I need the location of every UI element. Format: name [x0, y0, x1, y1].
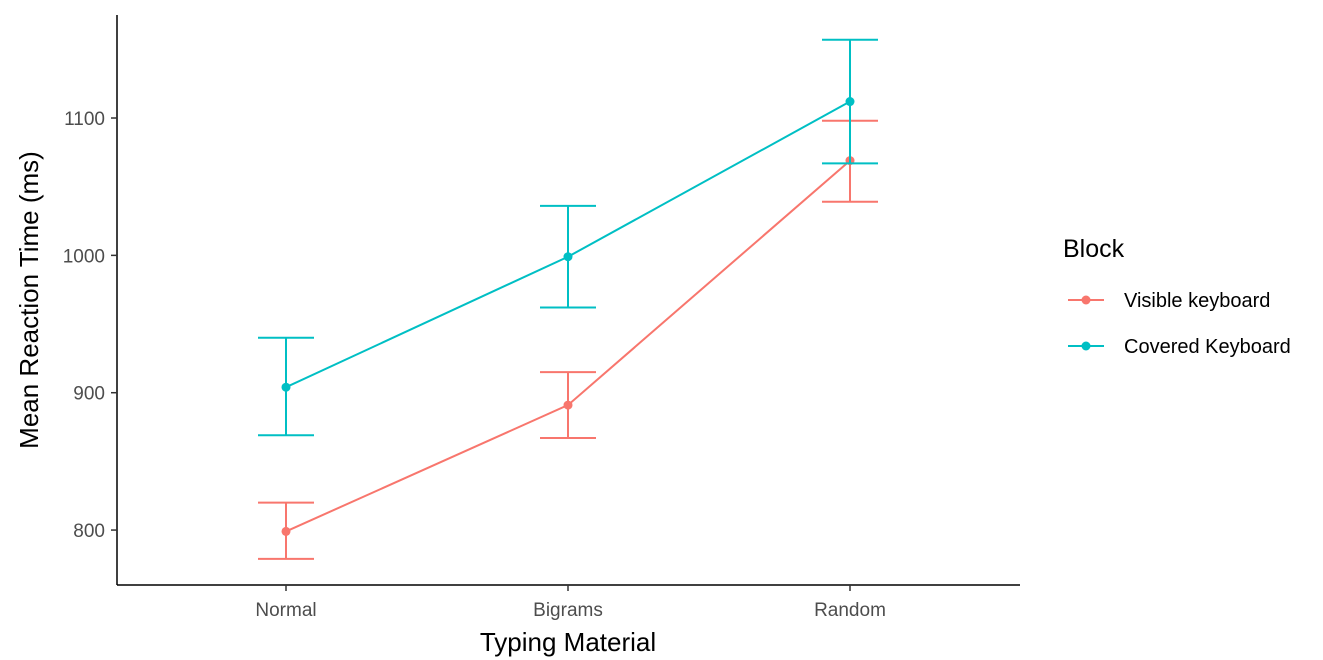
x-tick-label: Bigrams — [533, 600, 603, 621]
legend-item: Visible keyboard — [1068, 290, 1270, 312]
legend-key-point — [1081, 295, 1091, 305]
x-axis-title: Typing Material — [480, 627, 656, 657]
x-tick-label: Random — [814, 600, 886, 621]
legend-key-point — [1081, 341, 1091, 351]
y-tick-label: 800 — [73, 521, 105, 542]
legend: Block Visible keyboard Covered Keyboard — [1063, 235, 1291, 358]
legend-items: Visible keyboard Covered Keyboard — [1068, 290, 1291, 358]
data-point — [281, 382, 291, 392]
legend-title: Block — [1063, 235, 1125, 263]
data-point — [281, 526, 291, 536]
legend-label: Covered Keyboard — [1124, 336, 1291, 358]
y-tick-label: 900 — [73, 384, 105, 405]
y-tick-label: 1100 — [64, 109, 105, 130]
data-point — [563, 252, 573, 262]
data-point — [845, 97, 855, 107]
y-axis-title: Mean Reaction Time (ms) — [14, 151, 44, 449]
plot-marks — [258, 38, 878, 560]
x-tick-label: Normal — [255, 600, 316, 621]
legend-item: Covered Keyboard — [1068, 336, 1291, 358]
data-point — [563, 400, 573, 410]
series-covered-keyboard — [258, 38, 878, 437]
axis-ticks: 800 900 1000 1100 Normal Bigrams Random — [63, 109, 886, 621]
y-tick-label: 1000 — [63, 246, 105, 267]
legend-label: Visible keyboard — [1124, 290, 1270, 312]
series-visible-keyboard — [258, 119, 878, 560]
